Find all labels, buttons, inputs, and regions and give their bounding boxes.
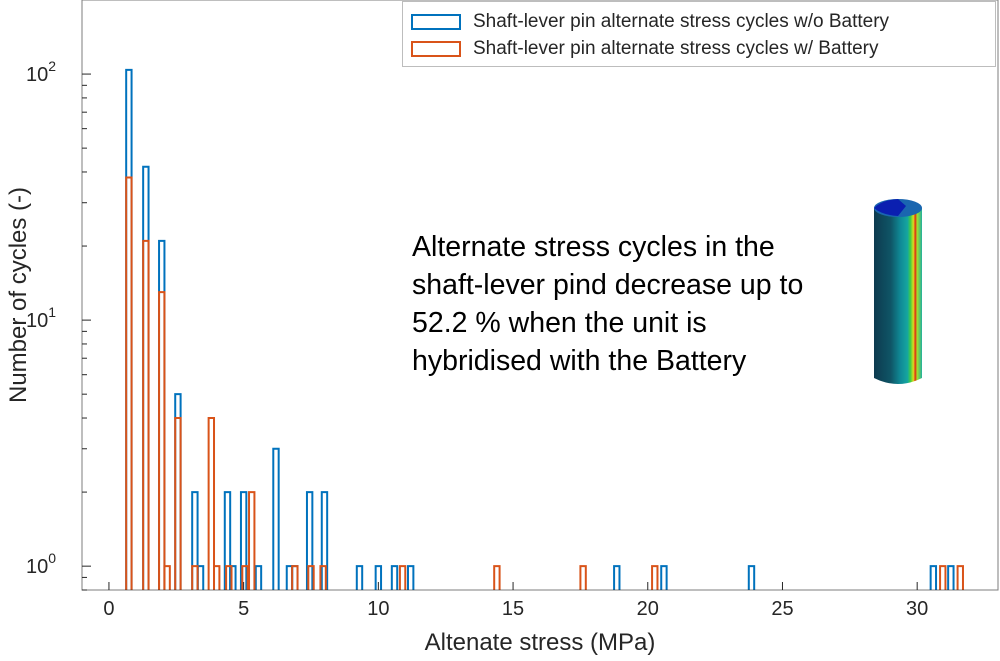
bar-with-battery xyxy=(163,565,171,590)
x-axis-label: Altenate stress (MPa) xyxy=(425,629,656,656)
legend-label: Shaft-lever pin alternate stress cycles … xyxy=(473,10,890,32)
x-tick-label: 0 xyxy=(103,598,114,620)
y-tick-label: 102 xyxy=(26,58,56,86)
bar-without-battery xyxy=(374,565,383,590)
legend-entry-with-battery: Shaft-lever pin alternate stress cycles … xyxy=(411,35,995,62)
bar-without-battery xyxy=(223,491,232,590)
x-tick-label: 5 xyxy=(238,598,249,620)
legend-swatch-orange xyxy=(411,40,461,57)
bar-without-battery xyxy=(355,565,364,590)
bar-with-battery xyxy=(125,176,133,590)
bar-with-battery xyxy=(142,239,150,590)
bar-with-battery xyxy=(493,565,501,590)
bar-with-battery xyxy=(158,291,166,590)
bar-with-battery xyxy=(207,417,216,590)
annotation-line: Alternate stress cycles in the xyxy=(412,231,775,263)
bar-with-battery xyxy=(241,565,249,590)
x-tick-label: 30 xyxy=(906,598,928,620)
legend: Shaft-lever pin alternate stress cycles … xyxy=(402,1,996,67)
y-axis-label: Number of cycles (-) xyxy=(5,187,32,403)
annotation-text: Alternate stress cycles in the shaft-lev… xyxy=(412,228,803,380)
bar-without-battery xyxy=(305,491,314,590)
bar-with-battery xyxy=(248,491,256,590)
bar-with-battery xyxy=(319,565,327,590)
bar-with-battery xyxy=(291,565,299,590)
x-tick-label: 20 xyxy=(637,598,659,620)
annotation-line: hybridised with the Battery xyxy=(412,345,747,377)
bar-with-battery xyxy=(398,565,407,590)
x-tick-label: 15 xyxy=(502,598,524,620)
bar-with-battery xyxy=(225,565,233,590)
bar-without-battery xyxy=(196,565,205,590)
annotation-line: 52.2 % when the unit is xyxy=(412,307,707,339)
bar-with-battery xyxy=(213,565,221,590)
bar-without-battery xyxy=(406,565,415,590)
bar-without-battery xyxy=(747,565,756,590)
bar-with-battery xyxy=(956,565,964,590)
legend-label: Shaft-lever pin alternate stress cycles … xyxy=(473,37,879,59)
legend-swatch-blue xyxy=(411,13,461,30)
x-tick-label: 25 xyxy=(771,598,793,620)
y-tick-label: 100 xyxy=(26,550,56,578)
stress-contour-pin-image xyxy=(874,199,922,384)
bar-with-battery xyxy=(307,565,315,590)
bar-with-battery xyxy=(174,417,182,590)
axes-box xyxy=(81,0,999,591)
bar-without-battery xyxy=(191,491,199,590)
bar-without-battery xyxy=(229,565,237,590)
bar-without-battery xyxy=(947,565,955,590)
bar-with-battery xyxy=(651,565,659,590)
bar-with-battery xyxy=(939,565,947,590)
annotation-line: shaft-lever pind decrease up to xyxy=(412,269,804,301)
bar-without-battery xyxy=(320,491,329,590)
bar-without-battery xyxy=(239,491,248,590)
bar-without-battery xyxy=(272,447,280,590)
bar-with-battery xyxy=(191,565,199,590)
bar-without-battery xyxy=(254,565,263,590)
bar-without-battery xyxy=(390,565,399,590)
bar-without-battery xyxy=(929,565,938,590)
bar-without-battery xyxy=(660,565,668,590)
bar-without-battery xyxy=(613,565,621,590)
bar-with-battery xyxy=(579,565,587,590)
legend-entry-without-battery: Shaft-lever pin alternate stress cycles … xyxy=(411,8,995,35)
x-tick-label: 10 xyxy=(367,598,389,620)
